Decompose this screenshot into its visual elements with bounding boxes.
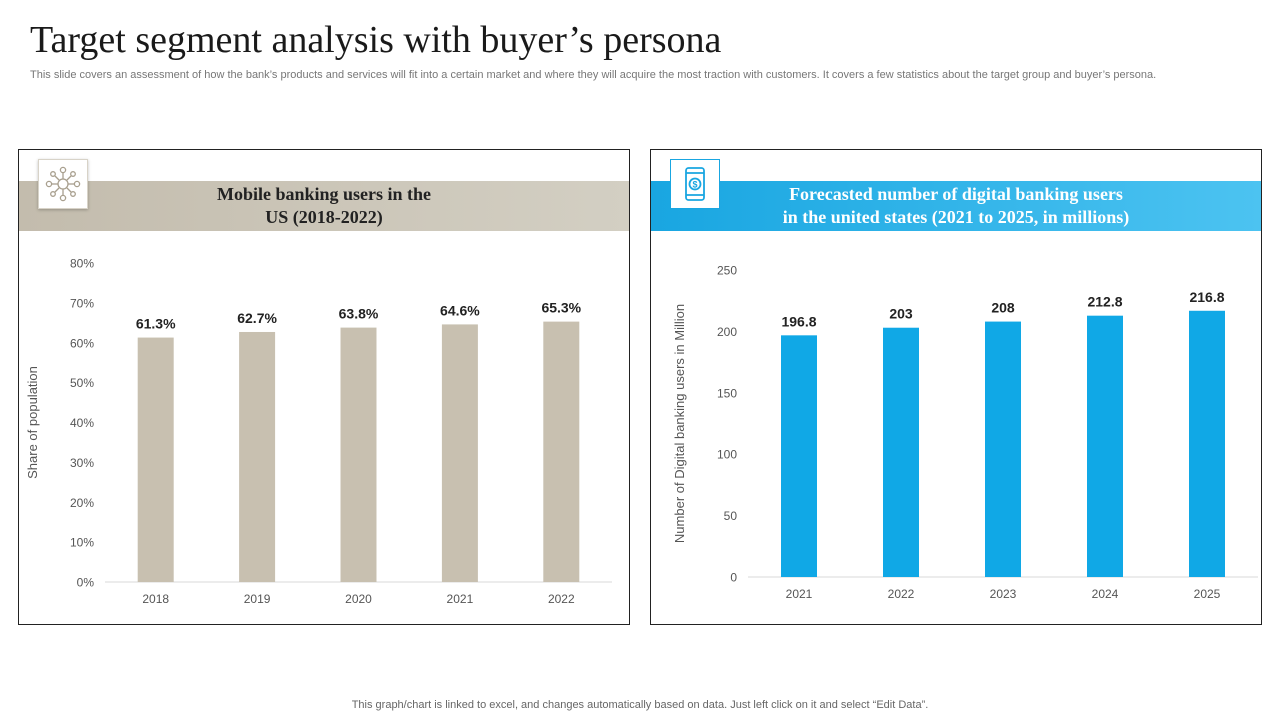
digital-banking-y-tick-label: 150 xyxy=(717,386,737,400)
footer-note: This graph/chart is linked to excel, and… xyxy=(351,699,929,711)
mobile-banking-y-tick-label: 60% xyxy=(70,336,94,350)
digital-banking-heading: Forecasted number of digital banking use… xyxy=(651,181,1261,231)
digital-banking-category-label: 2023 xyxy=(990,587,1017,601)
mobile-banking-category-label: 2020 xyxy=(345,592,372,606)
mobile-banking-y-tick-label: 40% xyxy=(70,416,94,430)
mobile-banking-value-label: 64.6% xyxy=(440,302,480,318)
mobile-banking-y-tick-label: 30% xyxy=(70,456,94,470)
mobile-banking-category-label: 2018 xyxy=(142,592,169,606)
mobile-banking-y-tick-label: 50% xyxy=(70,376,94,390)
mobile-banking-value-label: 61.3% xyxy=(136,316,176,332)
digital-banking-y-tick-label: 0 xyxy=(730,571,737,585)
mobile-banking-bar-2021[interactable] xyxy=(441,324,478,582)
digital-banking-y-tick-label: 200 xyxy=(717,325,737,339)
mobile-banking-value-label: 62.7% xyxy=(237,310,277,326)
mobile-banking-heading-line2: US (2018-2022) xyxy=(265,207,383,227)
digital-banking-bar-2022[interactable] xyxy=(883,327,919,577)
mobile-banking-category-label: 2021 xyxy=(447,592,474,606)
digital-banking-bar-2021[interactable] xyxy=(781,335,817,577)
mobile-banking-category-label: 2022 xyxy=(548,592,575,606)
mobile-banking-heading-line1: Mobile banking users in the xyxy=(216,184,432,204)
digital-banking-category-label: 2022 xyxy=(888,587,915,601)
digital-banking-y-axis-title: Number of Digital banking users in Milli… xyxy=(672,304,687,543)
digital-banking-value-label: 203 xyxy=(889,306,913,322)
mobile-banking-y-tick-label: 70% xyxy=(70,296,94,310)
svg-text:$: $ xyxy=(692,180,697,190)
digital-banking-heading-line2: in the united states (2021 to 2025, in m… xyxy=(782,207,1130,227)
mobile-banking-y-tick-label: 20% xyxy=(70,496,94,510)
digital-banking-value-label: 196.8 xyxy=(781,313,816,329)
digital-banking-category-label: 2021 xyxy=(786,587,813,601)
digital-banking-value-label: 212.8 xyxy=(1087,294,1122,310)
page-title: Target segment analysis with buyer’s per… xyxy=(30,19,722,61)
mobile-banking-y-tick-label: 80% xyxy=(70,257,94,271)
mobile-banking-bar-2019[interactable] xyxy=(239,331,276,582)
mobile-banking-value-label: 63.8% xyxy=(339,306,379,322)
mobile-banking-y-tick-label: 10% xyxy=(70,536,94,550)
digital-banking-value-label: 216.8 xyxy=(1189,289,1224,305)
mobile-banking-panel[interactable]: Mobile banking users in the US (2018-202… xyxy=(18,149,630,625)
mobile-banking-y-tick-label: 0% xyxy=(77,576,95,590)
mobile-banking-value-label: 65.3% xyxy=(541,300,581,316)
digital-banking-bar-2024[interactable] xyxy=(1087,315,1123,577)
mobile-banking-category-label: 2019 xyxy=(244,592,271,606)
digital-banking-y-tick-label: 250 xyxy=(717,264,737,278)
mobile-banking-icon: $ xyxy=(670,159,720,209)
digital-banking-value-label: 208 xyxy=(991,300,1015,316)
page-subtitle: This slide covers an assessment of how t… xyxy=(30,69,1157,81)
mobile-banking-bar-2022[interactable] xyxy=(543,321,580,582)
network-people-icon xyxy=(38,159,88,209)
digital-banking-y-tick-label: 100 xyxy=(717,448,737,462)
digital-banking-category-label: 2024 xyxy=(1092,587,1119,601)
digital-banking-bar-2023[interactable] xyxy=(985,321,1021,577)
mobile-banking-heading: Mobile banking users in the US (2018-202… xyxy=(19,181,629,231)
digital-banking-heading-line1: Forecasted number of digital banking use… xyxy=(789,184,1123,204)
mobile-banking-y-axis-title: Share of population xyxy=(25,366,40,479)
mobile-banking-bar-2018[interactable] xyxy=(137,337,174,582)
mobile-banking-bar-chart[interactable]: 0% 10% 20% 30% 40% 50% 60% 70% 80% Share of popul… xyxy=(19,240,629,620)
digital-banking-bar-2025[interactable] xyxy=(1189,310,1225,577)
mobile-banking-bar-2020[interactable] xyxy=(340,327,377,582)
digital-banking-panel[interactable]: $ Forecasted number of digital banking u… xyxy=(650,149,1262,625)
digital-banking-category-label: 2025 xyxy=(1194,587,1221,601)
digital-banking-y-tick-label: 50 xyxy=(724,509,738,523)
digital-banking-bar-chart[interactable]: 0 50 100 150 200 250 Number of Digital banking… xyxy=(651,240,1261,620)
